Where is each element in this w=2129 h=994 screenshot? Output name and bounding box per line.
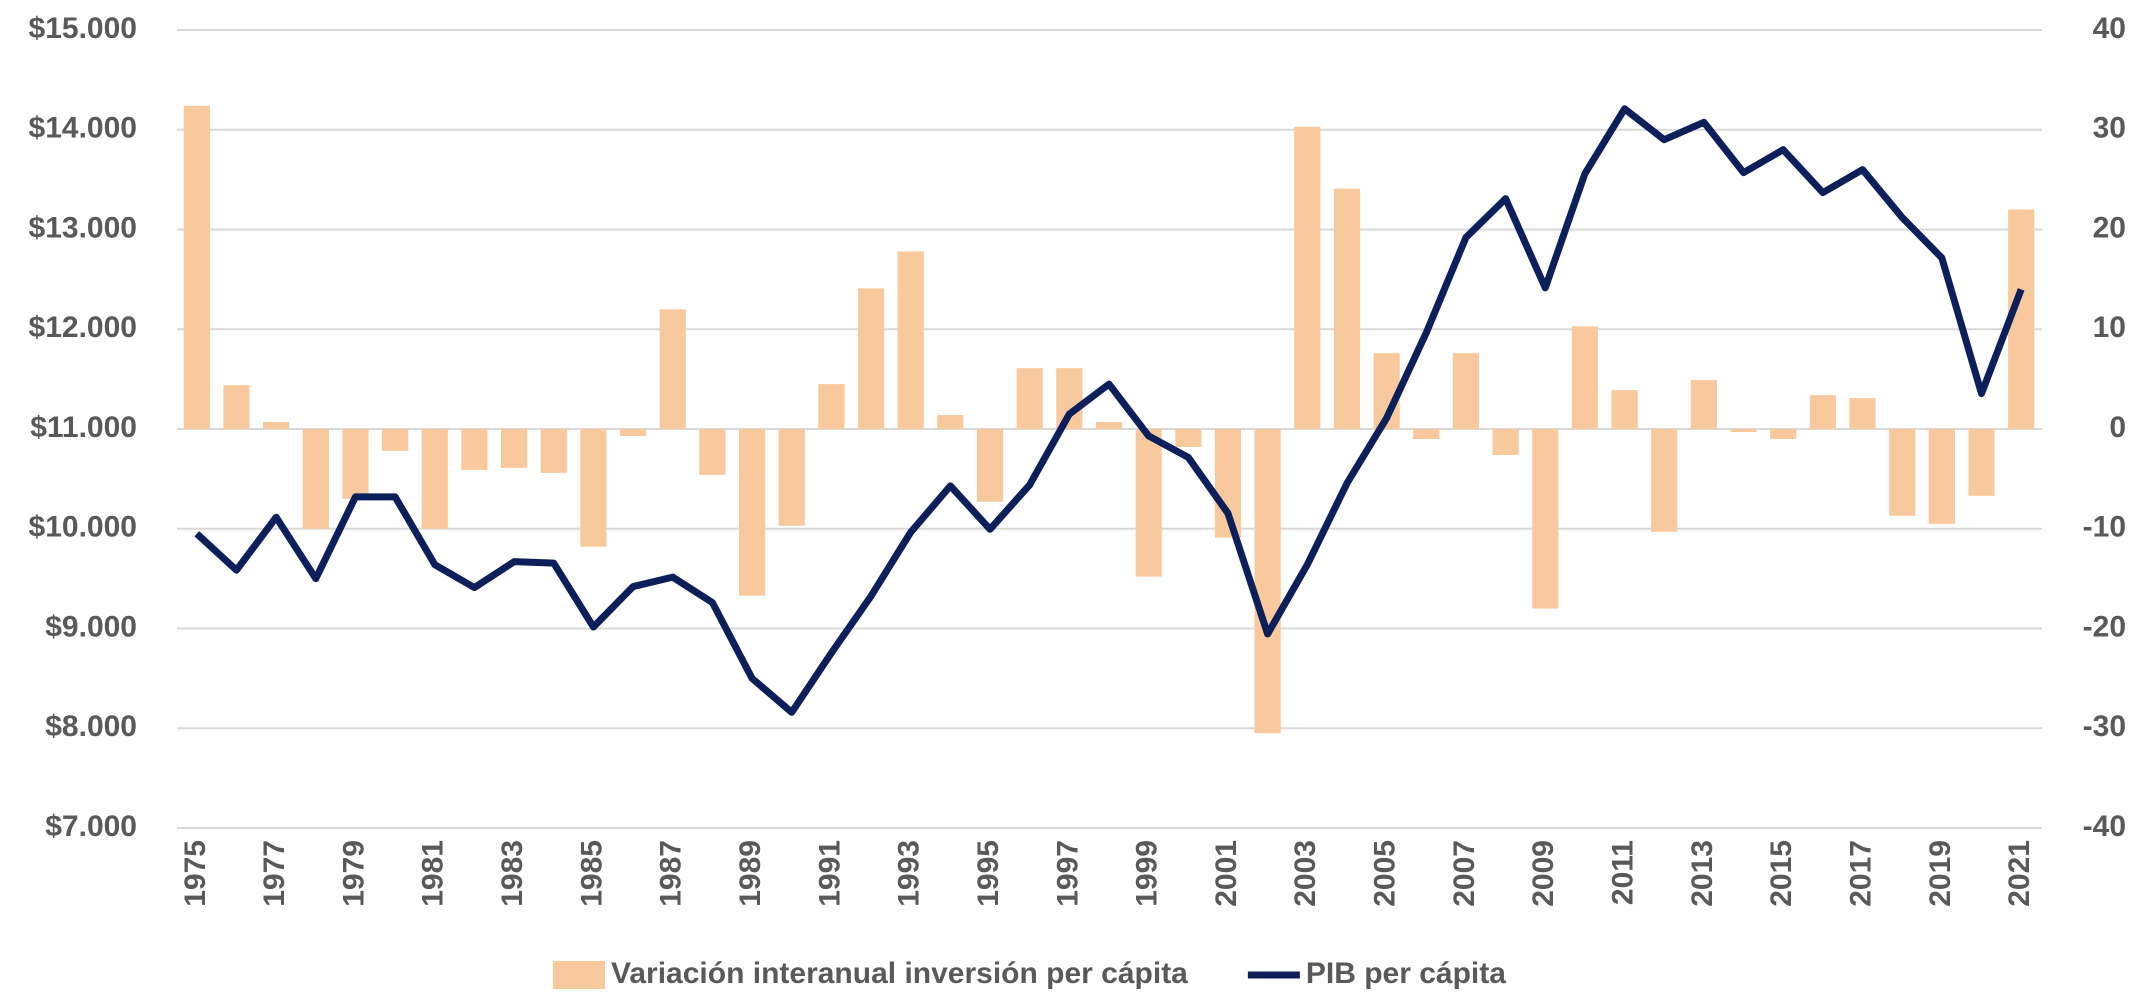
bar bbox=[1532, 429, 1559, 609]
bar bbox=[580, 429, 607, 547]
bar bbox=[857, 288, 885, 429]
bar bbox=[1849, 398, 1876, 429]
bar bbox=[1413, 429, 1440, 439]
bar bbox=[302, 429, 329, 529]
bar bbox=[778, 429, 805, 526]
y2-tick-label: -20 bbox=[2083, 610, 2126, 643]
y-tick-label: $13.000 bbox=[29, 211, 137, 244]
bar bbox=[1135, 429, 1162, 577]
y2-tick-label: 30 bbox=[2093, 112, 2126, 145]
bar bbox=[1492, 429, 1519, 455]
bar bbox=[263, 422, 290, 429]
bar bbox=[461, 429, 488, 470]
y2-tick-label: 0 bbox=[2109, 411, 2126, 444]
bar bbox=[382, 429, 409, 451]
y2-tick-label: -10 bbox=[2083, 511, 2126, 544]
x-tick-label: 1987 bbox=[655, 840, 688, 907]
x-tick-label: 1993 bbox=[893, 840, 926, 907]
x-tick-label: 1991 bbox=[813, 840, 846, 907]
x-tick-label: 2015 bbox=[1765, 840, 1798, 907]
x-tick-label: 1975 bbox=[179, 840, 212, 907]
x-tick-label: 1977 bbox=[258, 840, 291, 907]
x-tick-label: 2007 bbox=[1448, 840, 1481, 907]
bar bbox=[1809, 395, 1836, 429]
y2-tick-label: 10 bbox=[2093, 311, 2126, 344]
bar bbox=[619, 429, 647, 436]
x-tick-label: 1983 bbox=[496, 840, 529, 907]
bar bbox=[540, 429, 567, 473]
bar bbox=[1651, 429, 1678, 532]
legend-label: Variación interanual inversión per cápit… bbox=[611, 957, 1188, 990]
bar bbox=[1452, 353, 1480, 429]
x-tick-label: 2011 bbox=[1606, 840, 1639, 905]
bar bbox=[738, 429, 766, 596]
x-tick-label: 1995 bbox=[972, 840, 1005, 907]
x-tick-label: 1989 bbox=[734, 840, 767, 907]
y-tick-label: $11.000 bbox=[30, 411, 137, 444]
bar bbox=[183, 105, 210, 429]
bar bbox=[937, 415, 964, 429]
bar bbox=[1175, 429, 1202, 447]
labels: $7.000 $8.000 $9.000 $10.000 $11.000 $12.000 $… bbox=[29, 12, 2126, 907]
bar bbox=[659, 309, 686, 429]
legend-swatch bbox=[553, 961, 605, 989]
y2-tick-label: -40 bbox=[2083, 810, 2126, 843]
bar bbox=[1928, 429, 1955, 524]
bar bbox=[1016, 368, 1043, 429]
bar bbox=[1770, 429, 1797, 439]
bar bbox=[818, 384, 845, 429]
x-tick-label: 2003 bbox=[1289, 840, 1322, 907]
bar bbox=[976, 429, 1004, 502]
bar bbox=[501, 429, 528, 468]
bar bbox=[421, 429, 448, 529]
x-tick-label: 2013 bbox=[1686, 840, 1719, 907]
y-tick-label: $15.000 bbox=[29, 12, 137, 45]
bar bbox=[1333, 188, 1361, 429]
y-tick-label: $9.000 bbox=[45, 610, 137, 643]
bar bbox=[699, 429, 726, 475]
bar bbox=[1730, 429, 1757, 432]
x-tick-label: 2001 bbox=[1210, 840, 1243, 907]
x-tick-label: 2005 bbox=[1369, 840, 1402, 907]
x-tick-label: 1997 bbox=[1051, 840, 1084, 907]
y-tick-label: $8.000 bbox=[45, 710, 137, 743]
bar bbox=[1294, 126, 1321, 429]
bar bbox=[1968, 429, 1995, 496]
bar bbox=[1571, 326, 1599, 429]
lines bbox=[194, 105, 2025, 716]
y-tick-label: $14.000 bbox=[29, 112, 137, 145]
line bbox=[194, 105, 2025, 716]
bar bbox=[1095, 422, 1123, 429]
bar bbox=[1611, 390, 1638, 429]
x-tick-label: 2017 bbox=[1844, 840, 1877, 907]
bar bbox=[897, 251, 924, 429]
bar bbox=[223, 385, 250, 429]
y-tick-label: $10.000 bbox=[29, 511, 137, 544]
legend-label: PIB per cápita bbox=[1306, 957, 1506, 990]
y2-tick-label: -30 bbox=[2083, 710, 2126, 743]
x-tick-label: 2021 bbox=[2003, 840, 2036, 907]
x-tick-label: 1999 bbox=[1131, 840, 1164, 907]
bars bbox=[183, 105, 2035, 734]
x-tick-label: 1979 bbox=[337, 840, 370, 907]
x-tick-label: 1985 bbox=[575, 840, 608, 907]
x-tick-label: 2019 bbox=[1924, 840, 1957, 907]
y-tick-label: $12.000 bbox=[29, 311, 137, 344]
y-tick-label: $7.000 bbox=[45, 810, 137, 843]
bar bbox=[342, 429, 369, 499]
x-tick-label: 1981 bbox=[417, 840, 450, 907]
y2-tick-label: 40 bbox=[2093, 12, 2126, 45]
bar bbox=[1889, 429, 1916, 516]
bar bbox=[1690, 380, 1717, 429]
y2-tick-label: 20 bbox=[2093, 211, 2126, 244]
x-tick-label: 2009 bbox=[1527, 840, 1560, 907]
bar bbox=[1254, 429, 1281, 734]
